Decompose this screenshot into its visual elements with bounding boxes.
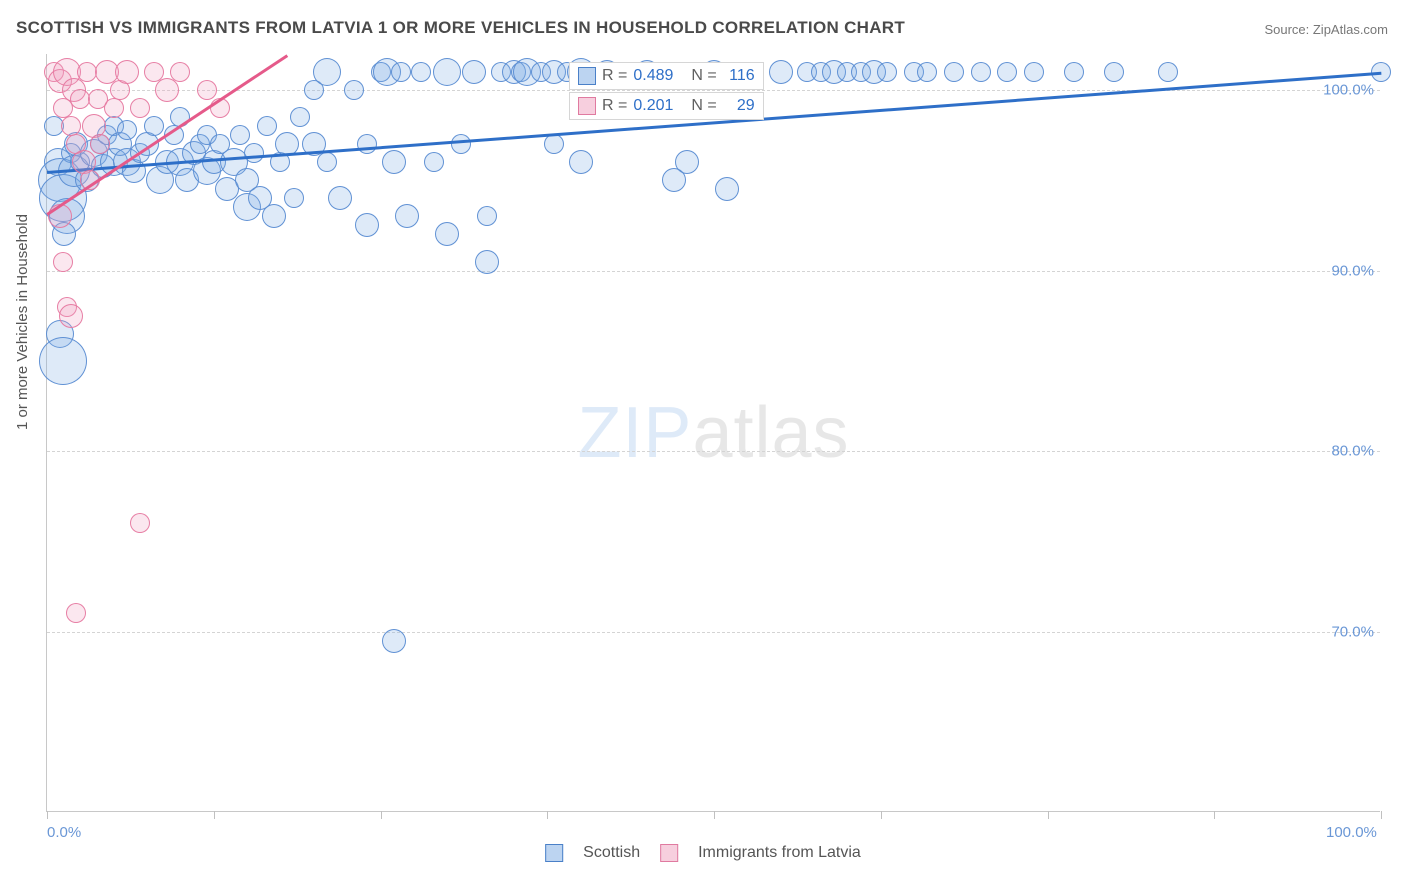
- data-point: [462, 60, 486, 84]
- gridline-h: [47, 451, 1380, 452]
- r-value: 0.489: [633, 67, 685, 85]
- plot-area: ZIPatlas 70.0%80.0%90.0%100.0%0.0%100.0%…: [46, 54, 1380, 812]
- data-point: [257, 116, 277, 136]
- data-point: [1064, 62, 1084, 82]
- data-point: [117, 120, 137, 140]
- data-point: [313, 58, 341, 86]
- watermark: ZIPatlas: [577, 392, 849, 474]
- data-point: [1158, 62, 1178, 82]
- gridline-h: [47, 271, 1380, 272]
- data-point: [77, 62, 97, 82]
- data-point: [917, 62, 937, 82]
- watermark-thin: atlas: [692, 393, 849, 473]
- legend-swatch-latvia: [660, 844, 678, 862]
- chart-title: SCOTTISH VS IMMIGRANTS FROM LATVIA 1 OR …: [16, 18, 905, 38]
- x-tick: [47, 811, 48, 819]
- r-value: 0.201: [633, 97, 685, 115]
- data-point: [290, 107, 310, 127]
- data-point: [395, 204, 419, 228]
- x-tick-label: 0.0%: [47, 824, 81, 841]
- y-tick-label: 90.0%: [1331, 262, 1374, 279]
- r-label: R =: [602, 67, 627, 85]
- legend-bottom: Scottish Immigrants from Latvia: [545, 844, 861, 862]
- x-tick: [1048, 811, 1049, 819]
- data-point: [61, 116, 81, 136]
- data-point: [59, 304, 83, 328]
- data-point: [39, 337, 87, 385]
- data-point: [197, 80, 217, 100]
- data-point: [357, 134, 377, 154]
- data-point: [53, 252, 73, 272]
- data-point: [391, 62, 411, 82]
- data-point: [104, 98, 124, 118]
- source-attribution: Source: ZipAtlas.com: [1264, 22, 1388, 37]
- legend-label-scottish: Scottish: [583, 844, 640, 862]
- data-point: [1104, 62, 1124, 82]
- data-point: [230, 125, 250, 145]
- correlation-legend-row: R = 0.201 N = 29: [569, 92, 764, 120]
- x-tick: [214, 811, 215, 819]
- data-point: [244, 143, 264, 163]
- n-value: 29: [723, 97, 755, 115]
- data-point: [877, 62, 897, 82]
- data-point: [66, 603, 86, 623]
- data-point: [115, 60, 139, 84]
- gridline-h: [47, 632, 1380, 633]
- data-point: [944, 62, 964, 82]
- data-point: [997, 62, 1017, 82]
- data-point: [155, 78, 179, 102]
- y-tick-label: 70.0%: [1331, 623, 1374, 640]
- data-point: [475, 250, 499, 274]
- data-point: [424, 152, 444, 172]
- data-point: [382, 629, 406, 653]
- data-point: [569, 150, 593, 174]
- swatch-scottish: [578, 67, 596, 85]
- data-point: [1024, 62, 1044, 82]
- x-tick: [1381, 811, 1382, 819]
- data-point: [170, 62, 190, 82]
- data-point: [328, 186, 352, 210]
- y-tick-label: 80.0%: [1331, 443, 1374, 460]
- x-tick: [881, 811, 882, 819]
- y-tick-label: 100.0%: [1323, 82, 1374, 99]
- data-point: [262, 204, 286, 228]
- y-axis-title: 1 or more Vehicles in Household: [14, 214, 31, 430]
- x-tick: [547, 811, 548, 819]
- r-label: R =: [602, 97, 627, 115]
- legend-label-latvia: Immigrants from Latvia: [698, 844, 861, 862]
- gridline-h: [47, 90, 1380, 91]
- watermark-bold: ZIP: [577, 393, 692, 473]
- x-tick: [381, 811, 382, 819]
- data-point: [130, 513, 150, 533]
- data-point: [382, 150, 406, 174]
- data-point: [662, 168, 686, 192]
- data-point: [769, 60, 793, 84]
- data-point: [451, 134, 471, 154]
- data-point: [435, 222, 459, 246]
- n-value: 116: [723, 67, 755, 85]
- data-point: [971, 62, 991, 82]
- data-point: [433, 58, 461, 86]
- data-point: [411, 62, 431, 82]
- data-point: [144, 116, 164, 136]
- x-tick: [714, 811, 715, 819]
- data-point: [544, 134, 564, 154]
- data-point: [284, 188, 304, 208]
- data-point: [317, 152, 337, 172]
- data-point: [355, 213, 379, 237]
- data-point: [90, 134, 110, 154]
- x-tick: [1214, 811, 1215, 819]
- source-label: Source:: [1264, 22, 1312, 37]
- data-point: [130, 98, 150, 118]
- source-value: ZipAtlas.com: [1313, 22, 1388, 37]
- legend-swatch-scottish: [545, 844, 563, 862]
- n-label: N =: [691, 67, 716, 85]
- x-tick-label: 100.0%: [1326, 824, 1377, 841]
- data-point: [344, 80, 364, 100]
- data-point: [477, 206, 497, 226]
- data-point: [715, 177, 739, 201]
- correlation-legend-row: R = 0.489 N = 116: [569, 62, 764, 90]
- n-label: N =: [691, 97, 716, 115]
- swatch-latvia: [578, 97, 596, 115]
